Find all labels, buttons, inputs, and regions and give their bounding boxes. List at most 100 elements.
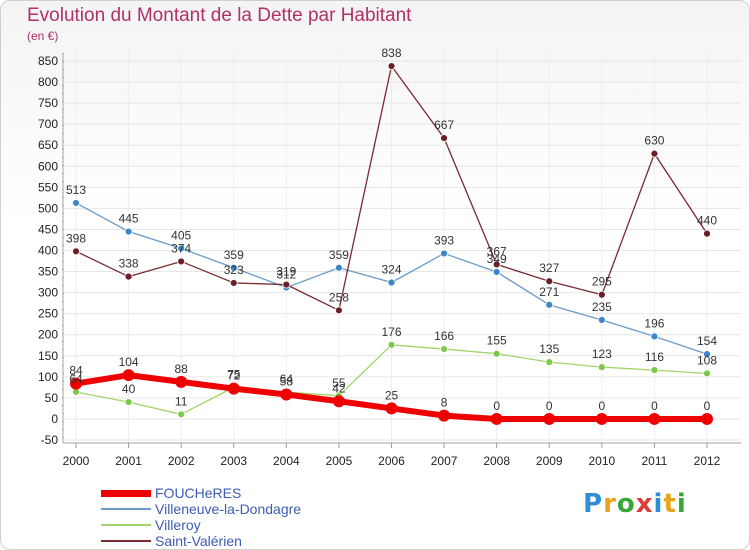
data-point-saint-valerien xyxy=(282,280,291,289)
data-label: 513 xyxy=(66,183,86,197)
data-point-villeneuve-la-dondagre xyxy=(597,316,606,324)
proxiti-logo: Proxiti xyxy=(583,489,687,519)
legend-swatch xyxy=(101,508,151,510)
data-point-foucheres xyxy=(648,412,661,425)
data-point-foucheres xyxy=(490,412,503,425)
data-label: 630 xyxy=(644,134,664,148)
chart-title: Evolution du Montant de la Dette par Hab… xyxy=(27,5,412,26)
y-tick-label: -50 xyxy=(41,433,59,447)
data-label: 42 xyxy=(332,381,346,395)
data-label: 88 xyxy=(174,362,188,376)
data-label: 25 xyxy=(385,388,399,402)
data-label: 319 xyxy=(276,265,296,279)
data-point-foucheres xyxy=(175,375,188,388)
data-label: 667 xyxy=(434,118,454,132)
legend-label: Saint-Valérien xyxy=(155,533,242,549)
data-point-foucheres xyxy=(227,382,240,395)
data-point-villeneuve-la-dondagre xyxy=(335,263,343,272)
data-point-foucheres xyxy=(543,412,556,425)
data-point-villeneuve-la-dondagre xyxy=(229,263,238,272)
x-tick-label: 2012 xyxy=(694,454,721,468)
data-label: 393 xyxy=(434,233,454,247)
data-point-villeroy xyxy=(545,358,554,366)
data-label: 64 xyxy=(280,372,294,386)
y-tick-label: 750 xyxy=(38,96,58,110)
y-tick-label: 650 xyxy=(38,138,58,152)
data-point-foucheres xyxy=(385,402,398,415)
data-point-saint-valerien xyxy=(440,134,448,142)
y-tick-label: 300 xyxy=(38,286,58,300)
data-label: 235 xyxy=(592,300,612,314)
data-point-saint-valerien xyxy=(72,247,80,256)
data-label: 58 xyxy=(280,375,294,389)
chart-subtitle: (en €) xyxy=(27,29,59,43)
legend-swatch xyxy=(101,489,151,497)
data-label: 324 xyxy=(381,263,401,277)
data-label: 84 xyxy=(69,364,83,378)
x-tick-label: 2009 xyxy=(536,454,563,468)
legend-label: Villeneuve-la-Dondagre xyxy=(155,501,302,517)
data-point-saint-valerien xyxy=(229,279,238,287)
data-point-saint-valerien xyxy=(387,62,396,70)
data-point-villeneuve-la-dondagre xyxy=(72,199,80,207)
data-label: 0 xyxy=(651,399,658,413)
data-label: 0 xyxy=(598,399,605,413)
data-point-saint-valerien xyxy=(335,306,343,315)
data-point-villeroy xyxy=(703,369,711,378)
x-tick-label: 2006 xyxy=(378,454,405,468)
data-point-saint-valerien xyxy=(492,260,501,269)
data-label: 359 xyxy=(329,248,349,262)
data-point-villeroy xyxy=(440,345,448,353)
x-tick-label: 2002 xyxy=(168,454,195,468)
data-label: 271 xyxy=(539,285,559,299)
data-point-foucheres xyxy=(595,412,608,425)
data-label: 75 xyxy=(227,367,241,381)
y-tick-label: 400 xyxy=(38,244,58,258)
y-tick-label: 200 xyxy=(38,328,58,342)
data-point-foucheres xyxy=(438,409,451,422)
data-label: 135 xyxy=(539,342,559,356)
legend-item-saint-valerien: Saint-Valérien xyxy=(101,533,401,549)
data-label: 0 xyxy=(704,399,711,413)
y-tick-label: 550 xyxy=(38,180,58,194)
data-label: 405 xyxy=(171,228,191,242)
data-label: 64 xyxy=(69,372,83,386)
data-point-villeroy xyxy=(387,340,396,349)
data-point-villeneuve-la-dondagre xyxy=(124,227,133,236)
y-tick-label: 350 xyxy=(38,265,58,279)
y-tick-label: 600 xyxy=(38,159,58,173)
y-tick-label: 0 xyxy=(51,412,58,426)
data-point-foucheres xyxy=(701,412,713,425)
data-label: 8 xyxy=(441,396,448,410)
data-point-villeroy xyxy=(177,410,186,419)
data-label: 323 xyxy=(224,263,244,277)
data-label: 0 xyxy=(493,399,500,413)
data-point-saint-valerien xyxy=(703,229,711,238)
data-point-saint-valerien xyxy=(545,277,554,286)
legend-swatch xyxy=(101,524,151,526)
y-tick-label: 100 xyxy=(38,370,58,384)
data-point-villeneuve-la-dondagre xyxy=(492,268,501,276)
legend-swatch xyxy=(101,540,151,542)
y-tick-label: 800 xyxy=(38,75,58,89)
data-point-villeneuve-la-dondagre xyxy=(650,332,659,341)
data-point-foucheres xyxy=(280,388,293,401)
legend-item-villeneuve-la-dondagre: Villeneuve-la-Dondagre xyxy=(101,501,401,517)
data-label: 398 xyxy=(66,231,86,245)
data-label: 108 xyxy=(697,353,717,367)
data-label: 40 xyxy=(122,382,136,396)
data-point-villeneuve-la-dondagre xyxy=(177,244,186,253)
y-tick-label: 150 xyxy=(38,349,58,363)
data-label: 445 xyxy=(119,212,139,226)
y-tick-label: 50 xyxy=(45,391,59,405)
data-label: 312 xyxy=(276,268,296,282)
data-point-foucheres xyxy=(70,377,82,390)
data-label: 258 xyxy=(329,290,349,304)
data-label: 55 xyxy=(332,376,346,390)
data-point-villeroy xyxy=(492,349,501,358)
data-label: 327 xyxy=(539,261,559,275)
data-point-saint-valerien xyxy=(124,272,133,281)
data-label: 104 xyxy=(119,355,139,369)
data-label: 338 xyxy=(119,257,139,271)
